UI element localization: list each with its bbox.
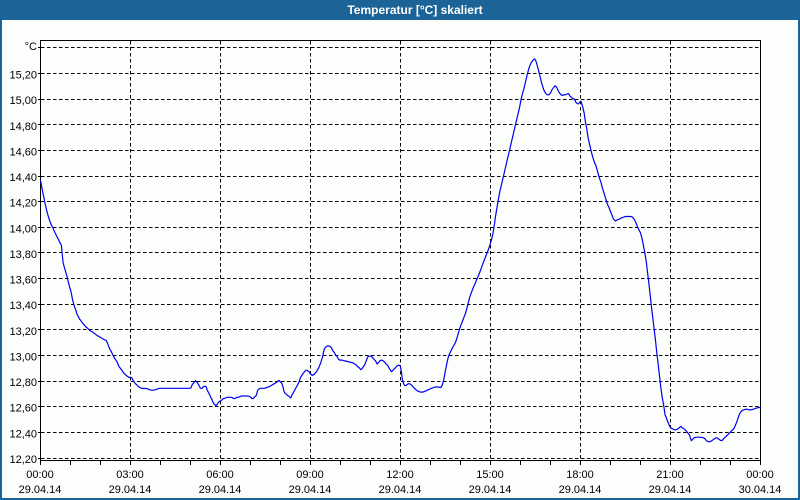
svg-text:00:00: 00:00 [746,469,774,481]
svg-text:29.04.14: 29.04.14 [559,484,602,496]
svg-text:29.04.14: 29.04.14 [649,484,692,496]
svg-text:Temperatur [°C] skaliert: Temperatur [°C] skaliert [347,3,482,17]
svg-text:00:00: 00:00 [26,469,54,481]
svg-text:29.04.14: 29.04.14 [19,484,62,496]
svg-text:14,80: 14,80 [9,121,37,133]
svg-text:13,40: 13,40 [9,300,37,312]
svg-text:13,20: 13,20 [9,326,37,338]
svg-text:29.04.14: 29.04.14 [199,484,242,496]
svg-text:12,40: 12,40 [9,428,37,440]
svg-text:12,60: 12,60 [9,403,37,415]
svg-text:29.04.14: 29.04.14 [379,484,422,496]
svg-text:12,80: 12,80 [9,377,37,389]
svg-text:13,60: 13,60 [9,275,37,287]
svg-text:29.04.14: 29.04.14 [109,484,152,496]
svg-text:30.04.14: 30.04.14 [739,484,782,496]
svg-text:°C: °C [25,41,37,53]
svg-text:18:00: 18:00 [566,469,594,481]
svg-text:15,00: 15,00 [9,95,37,107]
svg-text:03:00: 03:00 [116,469,144,481]
svg-text:29.04.14: 29.04.14 [289,484,332,496]
svg-text:21:00: 21:00 [656,469,684,481]
svg-text:13,00: 13,00 [9,352,37,364]
svg-text:06:00: 06:00 [206,469,234,481]
svg-text:14,40: 14,40 [9,172,37,184]
svg-text:15,20: 15,20 [9,70,37,82]
svg-text:13,80: 13,80 [9,249,37,261]
svg-text:12:00: 12:00 [386,469,414,481]
svg-text:14,20: 14,20 [9,198,37,210]
svg-text:09:00: 09:00 [296,469,324,481]
svg-text:14,60: 14,60 [9,146,37,158]
svg-text:15:00: 15:00 [476,469,504,481]
svg-text:14,00: 14,00 [9,223,37,235]
svg-text:29.04.14: 29.04.14 [469,484,512,496]
svg-text:12,20: 12,20 [9,454,37,466]
